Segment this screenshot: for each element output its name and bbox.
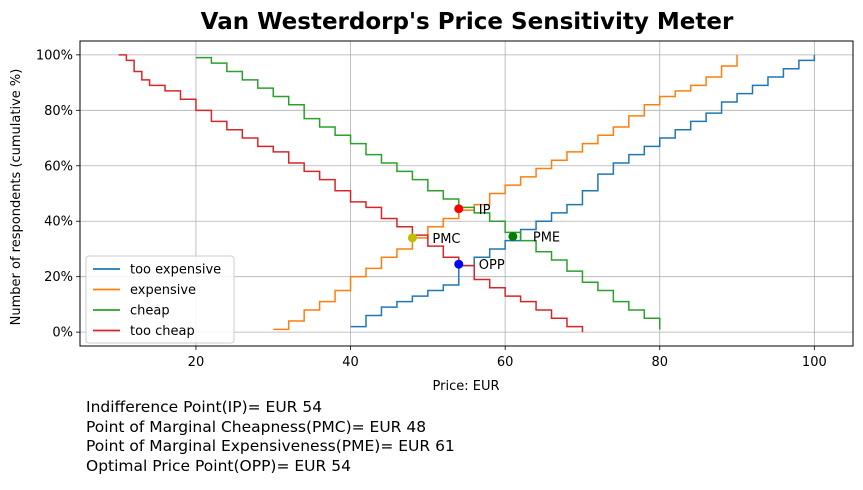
legend: too expensive expensive cheap too cheap bbox=[85, 255, 235, 344]
series-line-too-expensive bbox=[350, 54, 816, 328]
point-label-ip: IP bbox=[479, 203, 491, 218]
x-tick-label: 100 bbox=[802, 355, 827, 370]
legend-label-too-expensive: too expensive bbox=[130, 263, 221, 278]
x-tick-label: 80 bbox=[651, 355, 668, 370]
point-label-pme: PME bbox=[533, 230, 560, 245]
x-tick-label: 20 bbox=[188, 355, 205, 370]
x-tick-label: 40 bbox=[342, 355, 359, 370]
y-tick-label: 0% bbox=[52, 326, 73, 341]
y-tick-label: 100% bbox=[36, 48, 73, 63]
point-pme bbox=[508, 231, 518, 241]
point-label-pmc: PMC bbox=[432, 232, 460, 247]
legend-label-too-cheap: too cheap bbox=[130, 324, 195, 339]
y-tick-label: 20% bbox=[44, 270, 73, 285]
legend-label-cheap: cheap bbox=[130, 304, 170, 319]
key-points: IP PMC PME OPP bbox=[407, 203, 560, 273]
summary-pme: Point of Marginal Expensiveness(PME)= EU… bbox=[86, 437, 455, 455]
summary-block: Indifference Point(IP)= EUR 54 Point of … bbox=[86, 398, 455, 476]
summary-opp: Optimal Price Point(OPP)= EUR 54 bbox=[86, 456, 351, 475]
y-tick-label: 60% bbox=[44, 159, 73, 174]
series-line-too-cheap bbox=[118, 54, 584, 333]
x-axis-label: Price: EUR bbox=[433, 379, 500, 394]
chart-title: Van Westerdorp's Price Sensitivity Meter bbox=[201, 9, 734, 35]
y-tick-label: 40% bbox=[44, 215, 73, 230]
point-opp bbox=[454, 259, 464, 269]
x-tick-label: 60 bbox=[497, 355, 514, 370]
series-lines bbox=[118, 54, 816, 333]
y-axis-label: Number of respondents (cumulative %) bbox=[9, 69, 24, 326]
summary-pmc: Point of Marginal Cheapness(PMC)= EUR 48 bbox=[86, 417, 427, 436]
axis-ticks: 20 40 60 80 100 0% 20% 40% 60% 80% 100% bbox=[36, 48, 827, 370]
point-ip bbox=[454, 204, 464, 214]
plot-frame bbox=[79, 40, 854, 347]
grid bbox=[80, 41, 853, 346]
legend-box bbox=[85, 255, 235, 344]
point-pmc bbox=[407, 233, 417, 243]
series-line-cheap bbox=[195, 56, 661, 330]
y-tick-label: 80% bbox=[44, 104, 73, 119]
summary-ip: Indifference Point(IP)= EUR 54 bbox=[86, 398, 323, 416]
point-label-opp: OPP bbox=[479, 258, 505, 273]
series-line-expensive bbox=[273, 54, 738, 331]
legend-label-expensive: expensive bbox=[130, 283, 196, 298]
